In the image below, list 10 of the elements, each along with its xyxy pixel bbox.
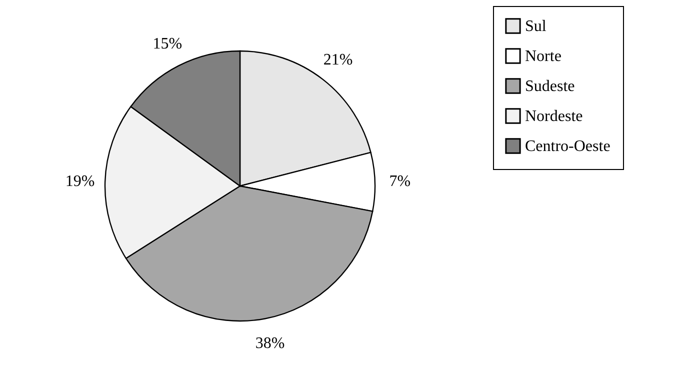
legend-label: Norte xyxy=(525,48,562,65)
data-label: 21% xyxy=(323,52,353,69)
legend-label: Centro-Oeste xyxy=(525,138,610,155)
legend-label: Sudeste xyxy=(525,78,575,95)
legend-label: Nordeste xyxy=(525,108,583,125)
data-label: 15% xyxy=(152,35,182,52)
data-label: 38% xyxy=(255,335,285,352)
data-label: 7% xyxy=(389,172,411,190)
data-label: 19% xyxy=(65,172,95,190)
legend-label: Sul xyxy=(525,18,547,35)
